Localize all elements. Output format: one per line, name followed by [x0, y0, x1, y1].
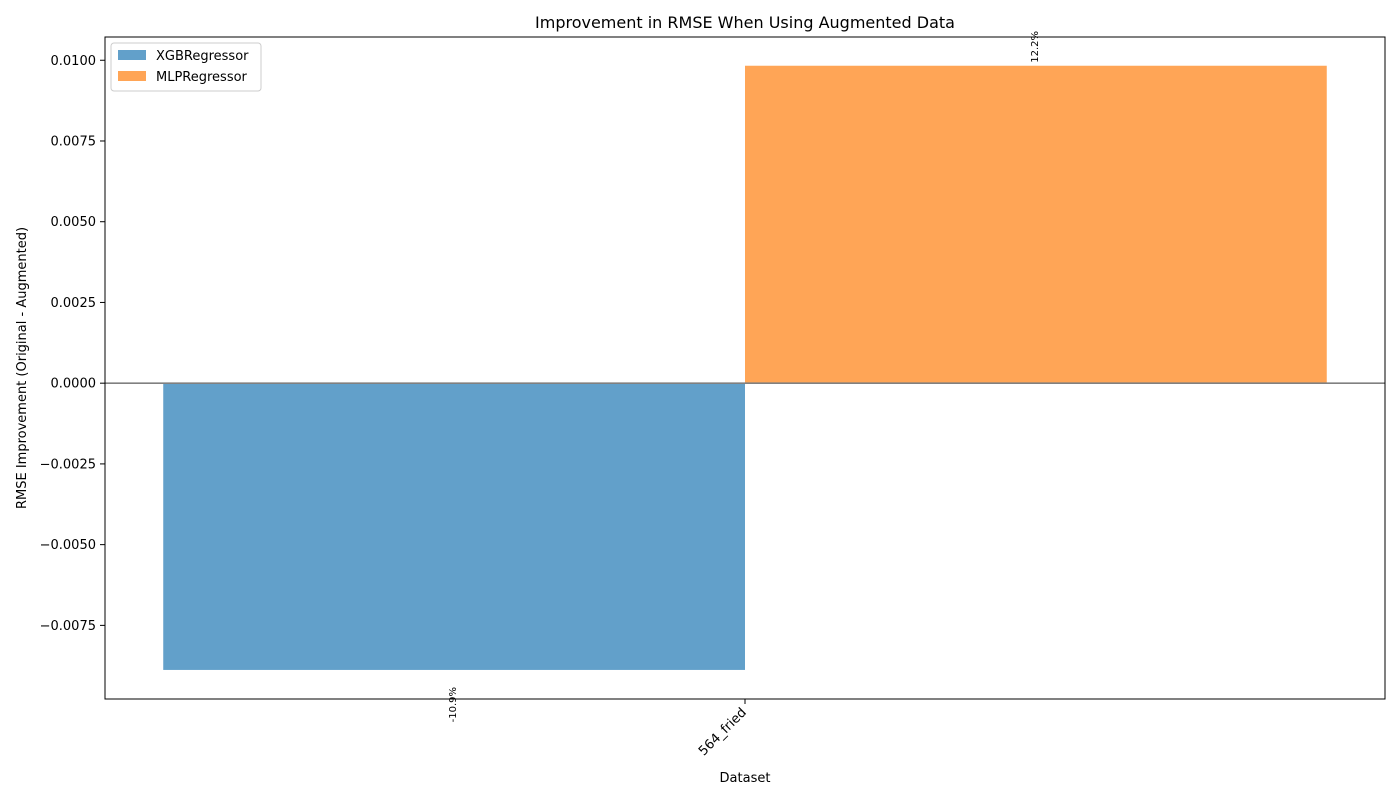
legend: XGBRegressor MLPRegressor	[110, 42, 262, 92]
legend-label-mlpregressor: MLPRegressor	[156, 70, 248, 85]
y-tick-label: −0.0050	[40, 538, 96, 553]
y-tick-label: −0.0025	[40, 457, 96, 472]
plot-area: -10.9% 12.2% −0.0075 −0.0050 −0.0025 0.0000 0.…	[40, 31, 1386, 759]
y-tick-label: 0.0100	[51, 54, 97, 69]
legend-swatch-mlpregressor	[118, 71, 146, 81]
y-tick-label: 0.0025	[51, 296, 97, 311]
y-axis-label: RMSE Improvement (Original - Augmented)	[15, 227, 30, 509]
legend-box	[110, 42, 262, 92]
y-tick-label: 0.0075	[51, 134, 97, 149]
bar-label-mlpregressor: 12.2%	[1030, 31, 1041, 63]
y-tick-label: −0.0075	[40, 619, 96, 634]
x-tick-label: 564_fried	[696, 705, 750, 759]
bar-mlpregressor	[745, 65, 1327, 384]
bar-xgbregressor	[163, 383, 746, 670]
y-tick-label: 0.0000	[51, 377, 97, 392]
chart-title: Improvement in RMSE When Using Augmented…	[535, 13, 955, 32]
legend-label-xgbregressor: XGBRegressor	[156, 49, 249, 64]
legend-swatch-xgbregressor	[118, 50, 146, 60]
y-tick-label: 0.0050	[51, 215, 97, 230]
bar-label-xgbregressor: -10.9%	[448, 687, 459, 722]
x-axis-label: Dataset	[720, 771, 771, 786]
